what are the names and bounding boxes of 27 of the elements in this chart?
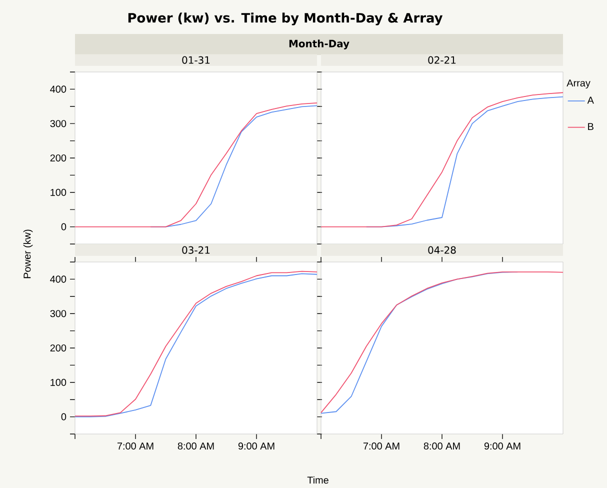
text: Power (kw) vs. Time by Month-Day & Array <box>128 12 443 26</box>
text: Month-Day <box>289 40 350 50</box>
x-axis-title: Time <box>307 476 328 484</box>
y-tick-label: 200 <box>50 154 66 162</box>
x-tick-label: 7:00 AM <box>363 442 400 450</box>
legend-label: A <box>587 96 594 104</box>
y-tick-label: 400 <box>50 86 66 93</box>
y-tick-label: 400 <box>50 276 66 283</box>
x-tick-label: 9:00 AM <box>238 442 274 450</box>
x-tick-label: 8:00 AM <box>178 442 214 450</box>
y-tick-label: 100 <box>50 188 66 196</box>
chart-title: 03-21 <box>182 246 210 254</box>
chart-title: 01-31 <box>182 56 210 64</box>
x-tick-label: 9:00 AM <box>484 442 520 450</box>
legend-label: B <box>588 123 594 130</box>
y-axis-title: Power (kw) <box>23 230 33 278</box>
y-tick-label: 200 <box>50 344 66 352</box>
y-tick-label: 100 <box>50 378 66 386</box>
chart-title: 04-28 <box>428 246 456 254</box>
x-tick-label: 8:00 AM <box>424 442 460 450</box>
y-tick-label: 0 <box>61 223 66 230</box>
y-tick-label: 300 <box>50 310 66 318</box>
y-tick-label: 300 <box>50 120 66 128</box>
chart-title: 02-21 <box>428 56 456 64</box>
x-tick-label: 7:00 AM <box>117 442 154 450</box>
legend-title: Array <box>566 80 590 88</box>
y-tick-label: 0 <box>61 413 66 420</box>
